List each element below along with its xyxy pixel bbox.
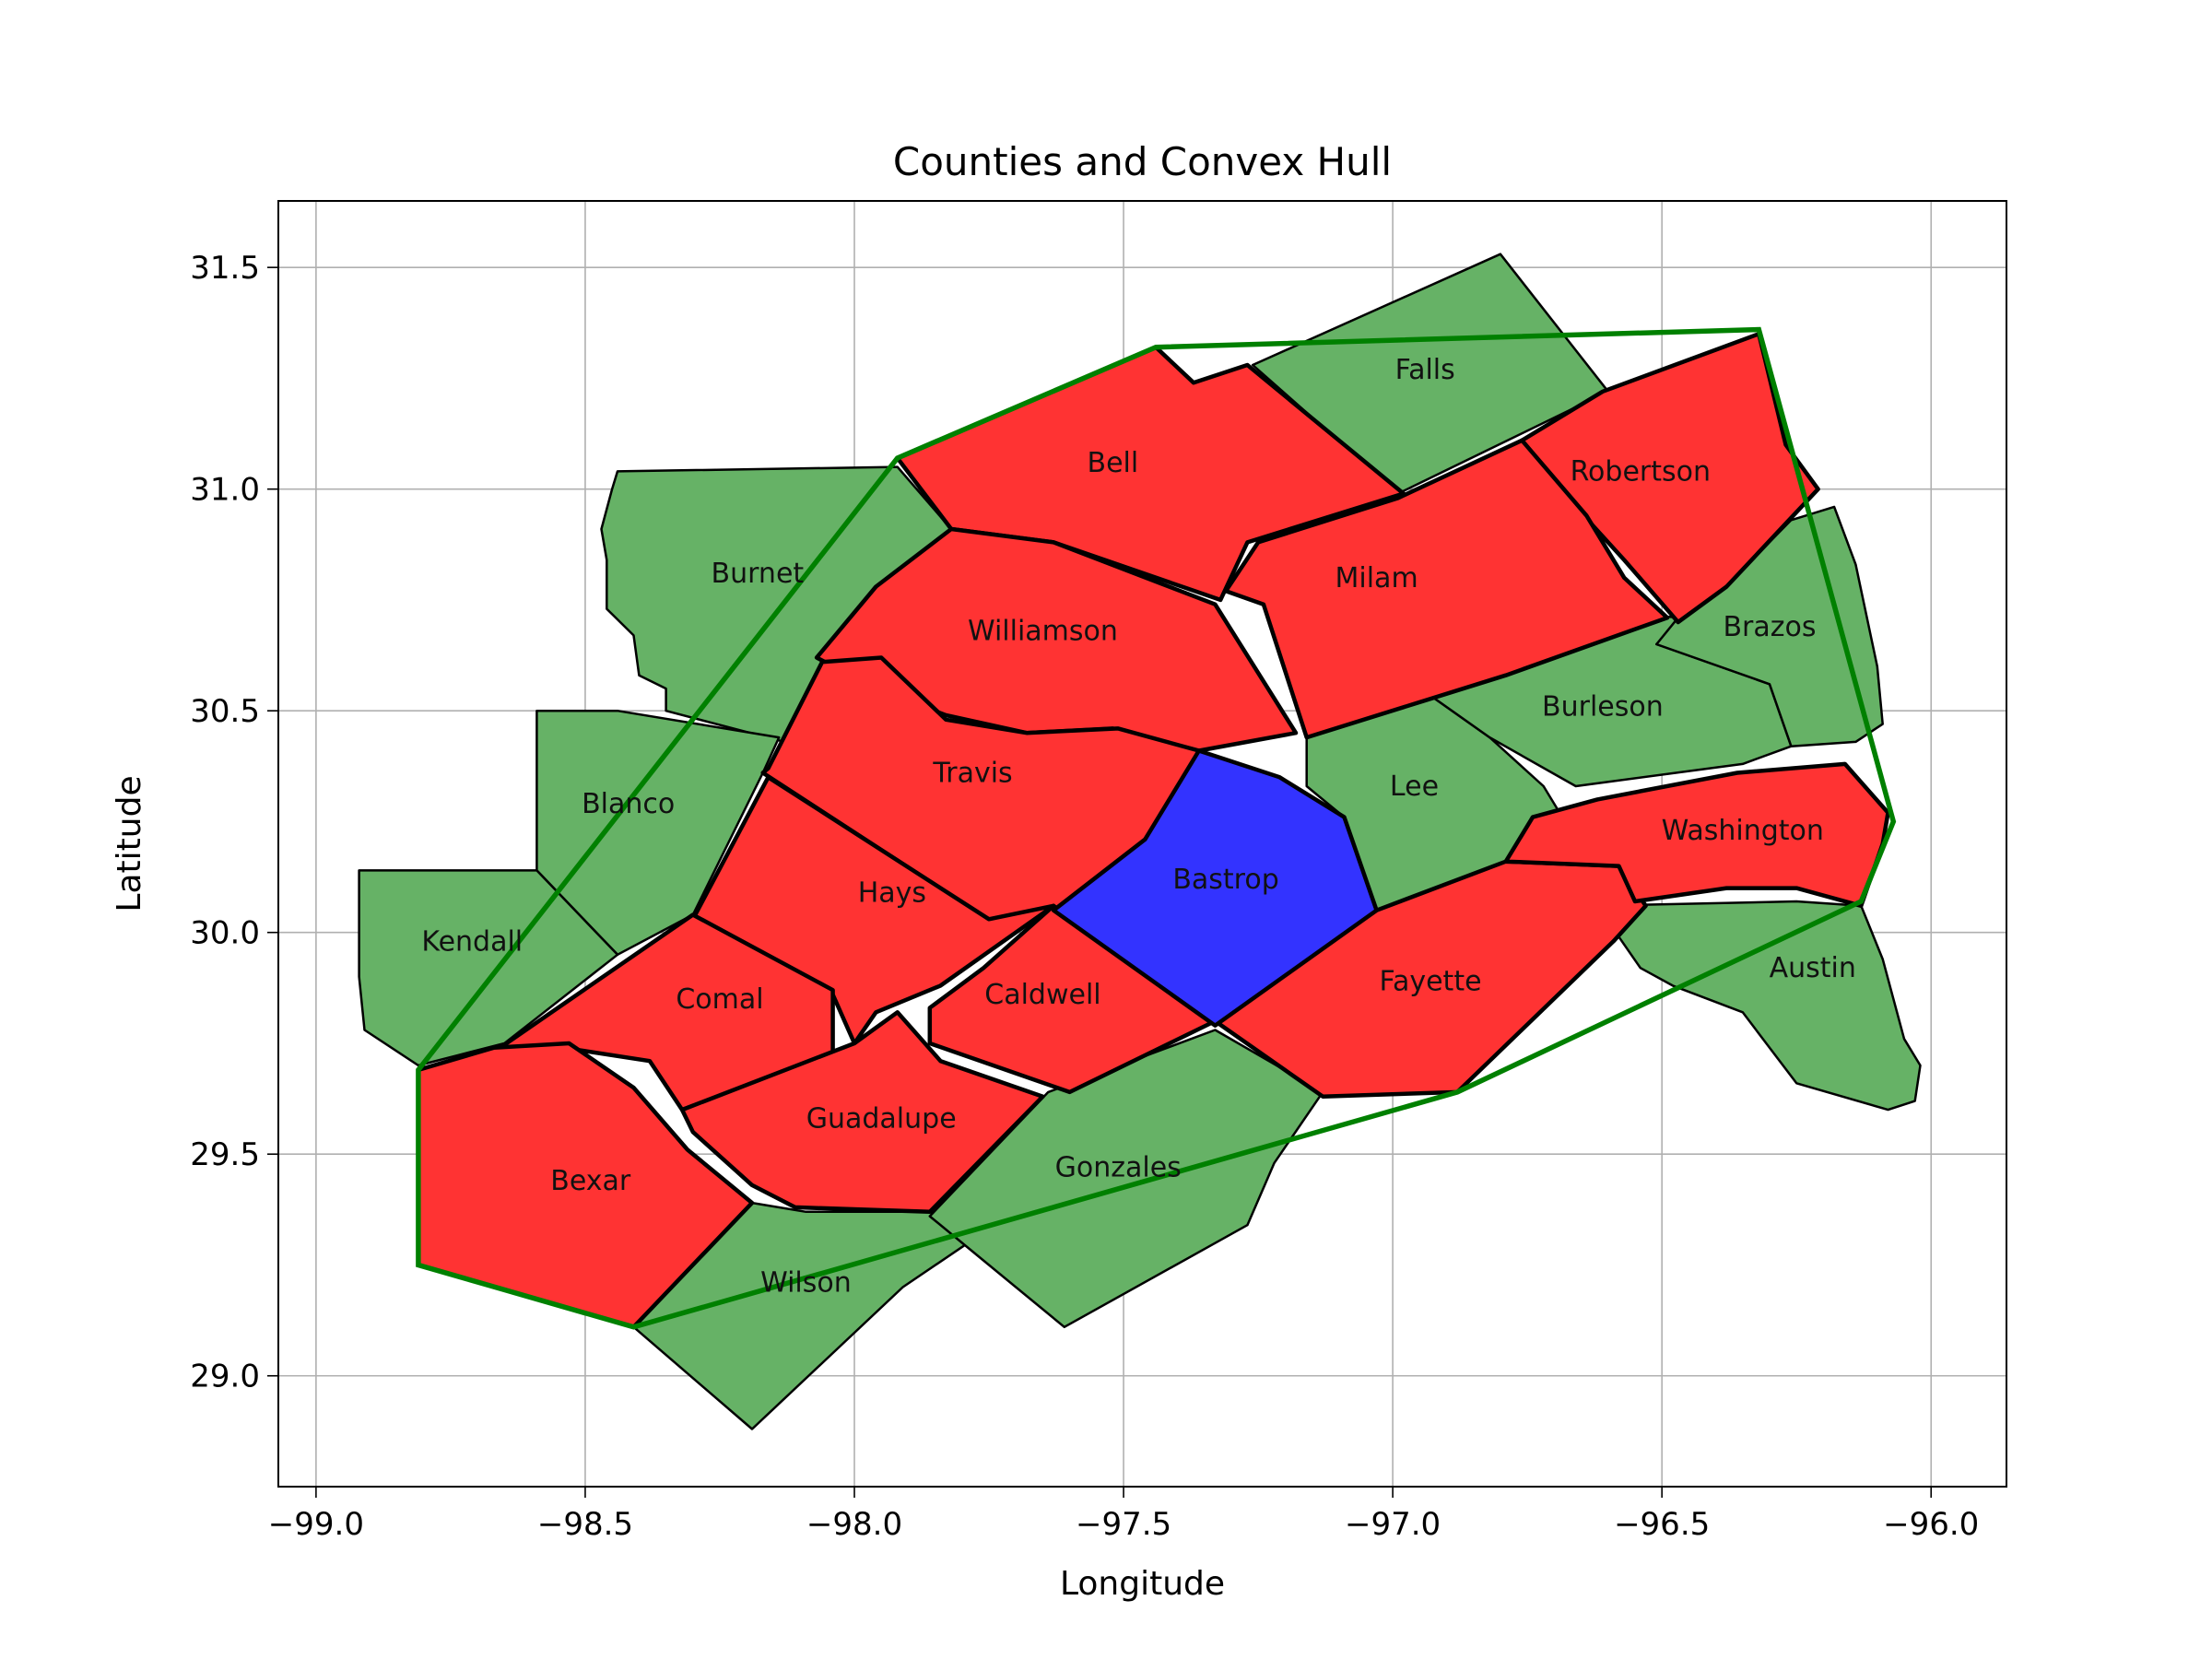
x-tick-label: −99.0 — [268, 1506, 364, 1543]
axis-ticks: −99.0 −98.5 −98.0 −97.5 −97.0 −96.5 −96.0 29.0 2… — [190, 250, 1979, 1543]
county-label-gonzales: Gonzales — [1055, 1152, 1182, 1184]
county-label-milam: Milam — [1335, 562, 1418, 594]
y-tick-label: 29.5 — [190, 1136, 260, 1173]
county-guadalupe — [679, 1010, 1045, 1215]
x-tick-label: −98.5 — [537, 1506, 633, 1543]
x-tick-label: −97.0 — [1345, 1506, 1441, 1543]
county-label-fayette: Fayette — [1379, 966, 1481, 998]
county-polygons — [358, 253, 1922, 1430]
x-tick-label: −98.0 — [806, 1506, 902, 1543]
county-label-caldwell: Caldwell — [984, 979, 1100, 1011]
y-tick-label: 29.0 — [190, 1359, 260, 1395]
county-label-burnet: Burnet — [712, 558, 805, 590]
plot-frame — [277, 200, 2007, 1488]
x-axis-title: Longitude — [1060, 1565, 1225, 1603]
county-label-blanco: Blanco — [582, 788, 675, 820]
county-label-brazos: Brazos — [1723, 611, 1816, 643]
x-tick-label: −97.5 — [1076, 1506, 1171, 1543]
x-tick-label: −96.0 — [1883, 1506, 1979, 1543]
county-label-washington: Washington — [1662, 815, 1824, 847]
county-bastrop — [1051, 748, 1379, 1028]
county-label-bexar: Bexar — [550, 1165, 631, 1197]
county-label-travis: Travis — [932, 758, 1012, 790]
county-label-williamson: Williamson — [968, 616, 1118, 648]
county-milam — [1223, 438, 1670, 740]
county-label-wilson: Wilson — [760, 1267, 852, 1300]
county-label-comal: Comal — [676, 983, 763, 1016]
convex-hull — [416, 326, 1897, 1330]
y-tick-label: 31.0 — [190, 472, 260, 509]
county-label-guadalupe: Guadalupe — [806, 1103, 957, 1135]
convex-hull-outline — [416, 326, 1897, 1330]
county-labels: Falls Burnet Blanco Kendall Wilson Gonzales Le… — [421, 354, 1855, 1300]
y-tick-label: 31.5 — [190, 250, 260, 287]
county-label-hays: Hays — [858, 877, 926, 909]
x-tick-label: −96.5 — [1614, 1506, 1710, 1543]
county-label-bell: Bell — [1088, 447, 1139, 479]
county-label-burleson: Burleson — [1542, 690, 1664, 723]
y-axis-title: Latitude — [111, 775, 148, 912]
county-label-kendall: Kendall — [421, 925, 523, 958]
county-label-falls: Falls — [1395, 354, 1455, 386]
y-tick-label: 30.5 — [190, 693, 260, 730]
chart-title: Counties and Convex Hull — [893, 139, 1392, 184]
county-label-robertson: Robertson — [1571, 455, 1711, 488]
y-tick-label: 30.0 — [190, 915, 260, 952]
county-label-lee: Lee — [1390, 771, 1439, 803]
county-kendall — [358, 869, 619, 1067]
county-label-austin: Austin — [1770, 952, 1856, 984]
county-label-bastrop: Bastrop — [1172, 864, 1278, 896]
